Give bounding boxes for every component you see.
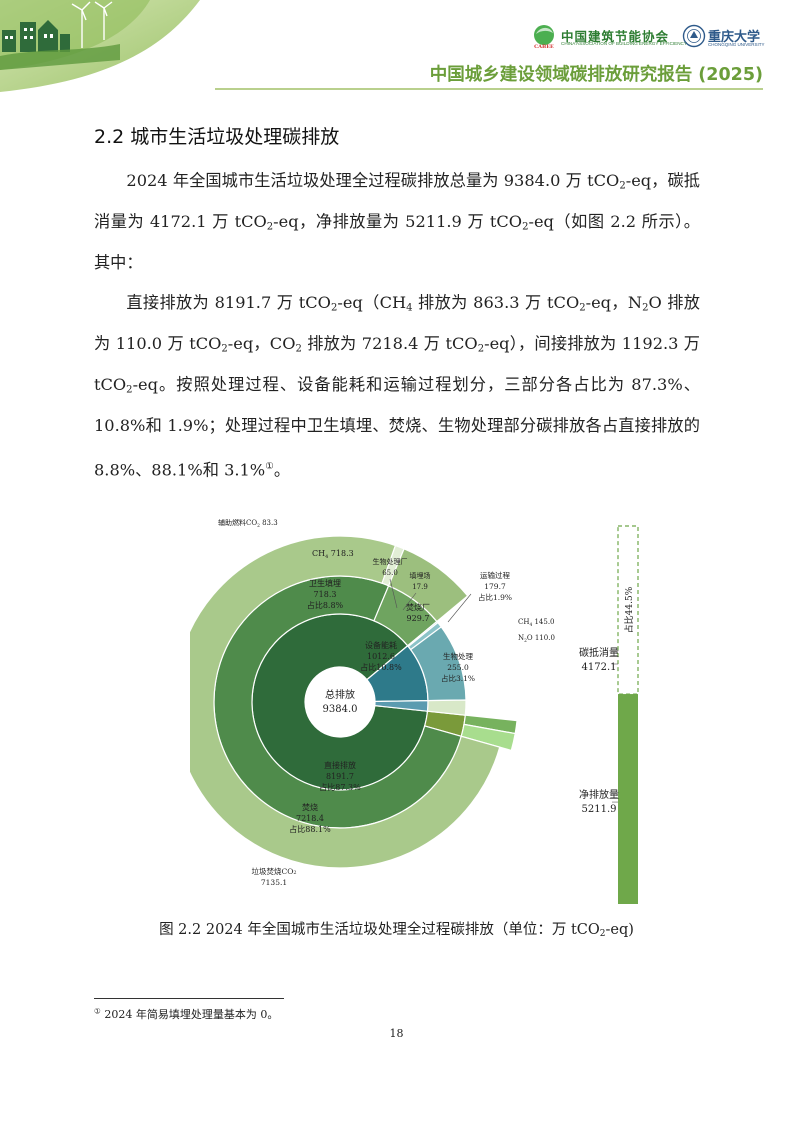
value-transport: 179.7 xyxy=(484,582,506,591)
cabee-logo-icon: CABEE xyxy=(534,25,554,50)
label-landfill: 卫生填埋 xyxy=(309,578,341,588)
header-rule xyxy=(215,88,763,90)
label-bio-treatment: 生物处理 xyxy=(443,651,473,661)
bar-net xyxy=(618,694,638,904)
paragraph-1: 2024 年全国城市生活垃圾处理全过程碳排放总量为 9384.0 万 tCO2-… xyxy=(94,171,700,272)
leader-landfill-site xyxy=(402,592,417,611)
university-name-cn: 重庆大学 xyxy=(708,30,761,45)
leader-bio-plant xyxy=(389,578,398,609)
body-text: 2024 年全国城市生活垃圾处理全过程碳排放总量为 9384.0 万 tCO2-… xyxy=(94,161,700,491)
label-direct: 直接排放 xyxy=(324,760,356,770)
page-number: 18 xyxy=(389,1027,404,1040)
paragraph-2: 直接排放为 8191.7 万 tCO2-eq（CH4 排放为 863.3 万 t… xyxy=(94,293,700,479)
cabee-badge-text: CABEE xyxy=(534,44,554,50)
label-ch4-landfill: CH4 718.3 xyxy=(312,549,354,560)
share-direct: 占比87.3% xyxy=(319,782,361,792)
bar-net-value: 5211.9 xyxy=(582,804,617,815)
share-bio-treatment: 占比3.1% xyxy=(441,673,475,683)
header-decoration xyxy=(0,0,200,92)
share-incineration: 占比88.1% xyxy=(289,824,331,834)
label-ch4-bio: CH4 145.0 xyxy=(518,618,555,628)
value-incineration-plant: 929.7 xyxy=(407,614,430,623)
label-incineration: 焚烧 xyxy=(302,802,318,812)
ring2-transport xyxy=(426,699,467,716)
value-incineration: 7218.4 xyxy=(296,814,324,823)
center-hole xyxy=(305,667,375,737)
ring3-ch4-landfill xyxy=(387,548,469,623)
label-bio-plant: 生物处理厂 xyxy=(373,557,408,566)
bar-offset-label: 碳抵消量 xyxy=(579,646,619,659)
center-value: 9384.0 xyxy=(323,704,358,715)
footnote-rule xyxy=(94,998,284,999)
section-title: 2.2 城市生活垃圾处理碳排放 xyxy=(94,126,340,148)
leader-transport xyxy=(447,593,472,623)
label-n2o: N2O 110.0 xyxy=(518,634,555,644)
bar-offset-share: 占比44.5% xyxy=(623,586,635,633)
university-name-en: CHONGQING UNIVERSITY xyxy=(708,42,765,47)
ring3-waste-co2 xyxy=(190,535,501,869)
report-title: 中国城乡建设领域碳排放研究报告 (2025) xyxy=(429,65,763,85)
label-aux-co2: 辅助燃料CO2 83.3 xyxy=(218,518,278,529)
bar-offset-value: 4172.1 xyxy=(582,662,617,673)
center-label: 总排放 xyxy=(325,688,355,701)
value-direct: 8191.7 xyxy=(326,772,354,781)
footnote-ref[interactable]: ① xyxy=(265,460,274,472)
header-logos: CABEE 中国建筑节能协会 CHINA ASSOCIATION OF BUIL… xyxy=(530,24,770,52)
label-transport: 运输过程 xyxy=(480,570,510,580)
value-landfill: 718.3 xyxy=(314,590,337,599)
share-landfill: 占比8.8% xyxy=(307,600,344,610)
label-waste-co2: 垃圾焚烧CO2 xyxy=(251,866,296,876)
value-bio-plant: 65.0 xyxy=(382,569,398,577)
footnote: ① 2024 年简易填埋处理量基本为 0。 xyxy=(94,1006,279,1021)
value-landfill-site: 17.9 xyxy=(412,583,428,591)
value-equipment: 1012.6 xyxy=(367,652,395,661)
university-seal-icon xyxy=(682,24,706,48)
label-incineration-plant: 焚烧厂 xyxy=(406,602,430,612)
value-bio-treatment: 255.0 xyxy=(447,663,469,672)
label-equipment: 设备能耗 xyxy=(365,640,397,650)
bar-net-label: 净排放量 xyxy=(579,788,619,801)
share-transport: 占比1.9% xyxy=(478,592,512,602)
label-landfill-site: 填埋场 xyxy=(410,571,431,580)
org-name-en: CHINA ASSOCIATION OF BUILDING ENERGY EFF… xyxy=(561,41,687,46)
org-name-cn: 中国建筑节能协会 xyxy=(561,29,670,44)
figure-caption: 图 2.2 2024 年全国城市生活垃圾处理全过程碳排放（单位：万 tCO2-e… xyxy=(159,922,634,940)
share-equipment: 占比10.8% xyxy=(360,662,402,672)
value-waste-co2: 7135.1 xyxy=(261,878,287,887)
